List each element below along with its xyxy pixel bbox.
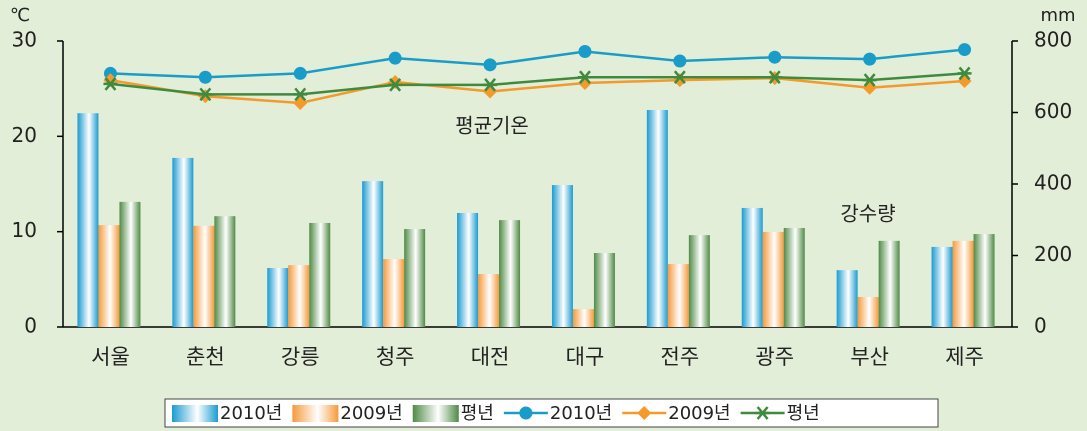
bar: [741, 207, 763, 327]
line-marker: [862, 80, 877, 95]
y2-tick-label: 600: [1034, 99, 1072, 123]
line-marker: [672, 73, 687, 88]
line-marker: [863, 52, 877, 66]
legend-swatch: [172, 405, 218, 422]
bar: [362, 181, 384, 327]
line-marker: [577, 75, 592, 90]
x-tick-label: 청주: [376, 345, 415, 369]
x-tick-label: 부산: [850, 345, 889, 369]
x-tick-label: 춘천: [186, 345, 225, 369]
annotation: 강수량: [840, 202, 895, 226]
legend-label: 평년: [787, 403, 820, 424]
line: [110, 72, 965, 96]
line: [110, 76, 965, 105]
bar: [98, 225, 120, 327]
bar: [762, 231, 784, 327]
x-tick-label: 강릉: [281, 345, 320, 369]
bar: [193, 225, 215, 327]
legend-label: 2010년: [220, 403, 282, 424]
y2-tick-label: 400: [1034, 171, 1072, 195]
bar: [646, 109, 668, 327]
line-marker: [767, 70, 782, 85]
y-tick-label: 0: [24, 314, 37, 338]
bar: [172, 157, 194, 327]
line-marker: [957, 74, 972, 89]
bar: [667, 264, 689, 327]
bar: [267, 268, 289, 327]
line-marker: [293, 87, 308, 102]
y2-tick-label: 0: [1034, 314, 1047, 338]
legend-marker: [637, 406, 652, 420]
line-marker: [293, 66, 307, 80]
line-marker: [388, 74, 403, 89]
bar: [857, 296, 879, 327]
legend-marker: [519, 406, 533, 420]
legend-label: 2010년: [550, 403, 612, 424]
bar: [836, 270, 858, 327]
line-marker: [578, 44, 592, 58]
bar: [878, 240, 900, 327]
line-marker: [673, 54, 687, 68]
bar: [931, 246, 953, 327]
x-tick-label: 전주: [661, 345, 700, 369]
line-marker: [957, 66, 972, 81]
line-marker: [577, 70, 592, 85]
line-marker: [293, 95, 308, 110]
bar: [952, 240, 974, 327]
bar: [572, 309, 594, 327]
line-marker: [198, 87, 213, 102]
bar: [309, 222, 331, 327]
line-marker: [103, 77, 118, 91]
x-tick-label: 광주: [755, 345, 794, 369]
line-marker: [672, 70, 687, 85]
bar: [593, 252, 615, 327]
legend-swatch: [412, 405, 459, 422]
line-marker: [483, 78, 498, 92]
bar: [457, 212, 479, 327]
bar: [688, 235, 710, 327]
legend-swatch: [292, 405, 339, 422]
x-tick-label: 대전: [471, 345, 510, 369]
bar: [551, 185, 573, 327]
y-tick-label: 20: [12, 123, 37, 147]
line-marker: [198, 70, 212, 84]
x-tick-label: 제주: [945, 345, 984, 369]
line-marker: [958, 43, 972, 57]
line-marker: [483, 58, 497, 72]
legend-label: 2009년: [668, 403, 730, 424]
legend-label: 평년: [461, 403, 494, 424]
x-tick-label: 대구: [566, 345, 605, 369]
line-marker: [768, 50, 782, 64]
y-tick-label: 10: [12, 218, 37, 242]
bar: [383, 259, 405, 327]
bar: [77, 113, 99, 327]
bar: [973, 234, 995, 327]
y-tick-label: 30: [12, 28, 37, 52]
y2-tick-label: 800: [1034, 28, 1072, 52]
legend-marker: [755, 406, 770, 420]
bar: [404, 229, 426, 327]
x-tick-label: 서울: [91, 345, 130, 369]
bar: [214, 216, 236, 327]
line-marker: [862, 73, 877, 87]
bar: [478, 274, 500, 327]
line-marker: [388, 51, 402, 65]
y2-axis-unit: mm: [1040, 5, 1075, 26]
line-marker: [388, 78, 403, 92]
y2-tick-label: 200: [1034, 242, 1072, 266]
annotation: 평균기온: [455, 114, 529, 138]
y-axis-unit: ℃: [10, 5, 30, 26]
bar: [783, 227, 805, 327]
line: [110, 48, 965, 79]
legend-label: 2009년: [340, 403, 402, 424]
bar: [288, 265, 310, 327]
bar: [119, 201, 141, 327]
bar: [499, 220, 521, 327]
